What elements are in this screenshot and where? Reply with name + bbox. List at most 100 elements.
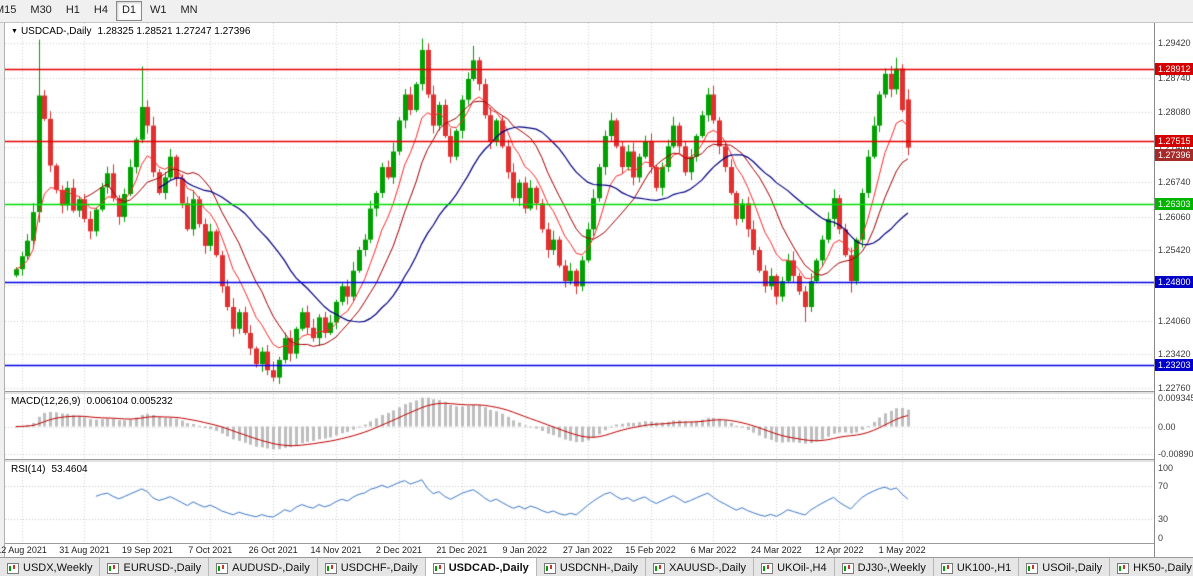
date-label: 21 Dec 2021 <box>436 545 488 555</box>
price-level-tag: 1.24800 <box>1155 276 1193 289</box>
tab-label: AUDUSD-,Daily <box>232 562 310 574</box>
macd-axis-label: 0.00 <box>1158 421 1176 432</box>
tab-dj30-weekly[interactable]: DJ30-,Weekly <box>834 558 934 576</box>
tab-label: UK100-,H1 <box>956 562 1012 574</box>
tab-label: USOil-,Daily <box>1042 562 1103 574</box>
tab-xauusd-daily[interactable]: XAUUSD-,Daily <box>646 558 755 576</box>
date-label: 14 Nov 2021 <box>310 545 362 555</box>
main-chart-canvas[interactable] <box>5 23 1154 391</box>
timeframe-toolbar: M15 M30 H1 H4 D1 W1 MN <box>0 0 1193 23</box>
chart-icon <box>324 562 337 574</box>
timeframe-button-m30[interactable]: M30 <box>30 4 52 16</box>
rsi-panel-header: RSI(14) 53.4604 <box>11 464 88 475</box>
date-label: 26 Oct 2021 <box>248 545 298 555</box>
price-axis-label: 1.28080 <box>1158 107 1191 118</box>
panel-splitter[interactable] <box>5 391 1154 394</box>
rsi-axis-label: 100 <box>1158 463 1174 473</box>
tab-label: EURUSD-,Daily <box>123 562 202 574</box>
price-axis[interactable]: 1.294201.287401.280801.274001.267401.260… <box>1154 23 1193 557</box>
timeframe-button-h4[interactable]: H4 <box>93 4 108 16</box>
timeframe-button-h1[interactable]: H1 <box>65 4 80 16</box>
chart-icon <box>216 562 229 574</box>
date-axis[interactable]: 12 Aug 2021 31 Aug 2021 19 Sep 2021 7 Oct 2… <box>0 543 1154 557</box>
price-axis-label: 1.23420 <box>1158 348 1191 359</box>
tab-usdcad-daily[interactable]: USDCAD-,Daily <box>425 558 537 576</box>
tab-label: XAUUSD-,Daily <box>669 562 747 574</box>
current-price-tag: 1.27396 <box>1155 148 1193 161</box>
price-level-tag: 1.27515 <box>1155 135 1193 148</box>
rsi-label: RSI(14) <box>11 464 46 475</box>
tab-label: HK50-,Daily <box>1133 562 1192 574</box>
price-axis-label: 1.22760 <box>1158 382 1191 393</box>
date-label: 12 Apr 2022 <box>814 545 864 555</box>
rsi-value-readout: 53.4604 <box>51 464 88 475</box>
tab-label: USDX,Weekly <box>23 562 93 574</box>
price-axis-label: 1.26060 <box>1158 211 1191 222</box>
chart-ohlc-readout: 1.28325 1.28521 1.27247 1.27396 <box>97 26 251 37</box>
chart-icon <box>432 562 445 574</box>
price-level-tag: 1.23203 <box>1155 358 1193 371</box>
chart-workspace: ▼ USDCAD-,Daily 1.28325 1.28521 1.27247 1.… <box>0 23 1193 557</box>
date-label: 6 Mar 2022 <box>690 545 737 555</box>
chart-icon <box>761 562 774 574</box>
date-label: 1 May 2022 <box>878 545 926 555</box>
panel-splitter[interactable] <box>5 459 1154 462</box>
macd-axis-label: 0.009345 <box>1158 392 1193 403</box>
rsi-axis-label: 70 <box>1158 481 1169 492</box>
price-axis-label: 1.25420 <box>1158 245 1191 256</box>
macd-label: MACD(12,26,9) <box>11 396 81 407</box>
tab-ukoil-h4[interactable]: UKOil-,H4 <box>754 558 835 576</box>
macd-values-readout: 0.006104 0.005232 <box>86 396 173 407</box>
tab-label: UKOil-,H4 <box>777 562 827 574</box>
date-label: 9 Jan 2022 <box>502 545 548 555</box>
collapse-triangle-icon[interactable]: ▼ <box>11 28 18 35</box>
chart-icon <box>107 562 120 574</box>
chart-icon <box>7 562 19 574</box>
date-label: 12 Aug 2021 <box>0 545 47 555</box>
price-axis-label: 1.24060 <box>1158 315 1191 326</box>
timeframe-button-mn[interactable]: MN <box>180 4 198 16</box>
tab-label: DJ30-,Weekly <box>857 562 926 574</box>
tab-label: USDCNH-,Daily <box>559 562 639 574</box>
date-label: 7 Oct 2021 <box>188 545 233 555</box>
timeframe-button-m15[interactable]: M15 <box>0 4 17 16</box>
date-label: 24 Mar 2022 <box>751 545 802 555</box>
price-axis-label: 1.26740 <box>1158 176 1191 187</box>
rsi-axis-label: 30 <box>1158 513 1169 524</box>
tab-eurusd-daily[interactable]: EURUSD-,Daily <box>100 558 210 576</box>
symbol-tab-bar: USDX,Weekly EURUSD-,Daily AUDUSD-,Daily USD… <box>0 557 1193 576</box>
chart-window: ▼ USDCAD-,Daily 1.28325 1.28521 1.27247 1.… <box>0 23 1193 557</box>
macd-canvas[interactable] <box>5 394 1154 459</box>
timeframe-button-w1[interactable]: W1 <box>150 4 167 16</box>
chart-icon <box>1026 562 1039 574</box>
date-label: 31 Aug 2021 <box>59 545 110 555</box>
tab-usdchf-daily[interactable]: USDCHF-,Daily <box>317 558 426 576</box>
price-level-tag: 1.28912 <box>1155 63 1193 76</box>
date-label: 2 Dec 2021 <box>375 545 422 555</box>
chart-icon <box>653 562 666 574</box>
tab-usoil-daily[interactable]: USOil-,Daily <box>1019 558 1111 576</box>
date-label: 19 Sep 2021 <box>121 545 173 555</box>
chart-icon <box>1117 562 1130 574</box>
tab-audusd-daily[interactable]: AUDUSD-,Daily <box>209 558 318 576</box>
price-axis-label: 1.28740 <box>1158 72 1191 83</box>
tab-label: USDCAD-,Daily <box>448 562 529 574</box>
chart-icon <box>543 562 556 574</box>
macd-axis-label: -0.008905 <box>1158 449 1193 460</box>
date-label: 27 Jan 2022 <box>562 545 613 555</box>
rsi-canvas[interactable] <box>5 462 1154 543</box>
chart-icon <box>940 562 953 574</box>
rsi-axis-label: 0 <box>1158 533 1164 543</box>
price-level-tag: 1.26303 <box>1155 198 1193 211</box>
tab-usdx-weekly[interactable]: USDX,Weekly <box>0 558 101 576</box>
tab-label: USDCHF-,Daily <box>340 562 418 574</box>
tab-hk50-daily[interactable]: HK50-,Daily <box>1110 558 1193 576</box>
macd-panel-header: MACD(12,26,9) 0.006104 0.005232 <box>11 396 173 407</box>
price-axis-label: 1.29420 <box>1158 37 1191 48</box>
tab-usdcnh-daily[interactable]: USDCNH-,Daily <box>536 558 647 576</box>
chart-icon <box>841 562 854 574</box>
timeframe-button-d1[interactable]: D1 <box>115 1 142 21</box>
tab-uk100-h1[interactable]: UK100-,H1 <box>933 558 1020 576</box>
chart-title: ▼ USDCAD-,Daily 1.28325 1.28521 1.27247 1.… <box>11 26 250 37</box>
date-label: 15 Feb 2022 <box>625 545 676 555</box>
